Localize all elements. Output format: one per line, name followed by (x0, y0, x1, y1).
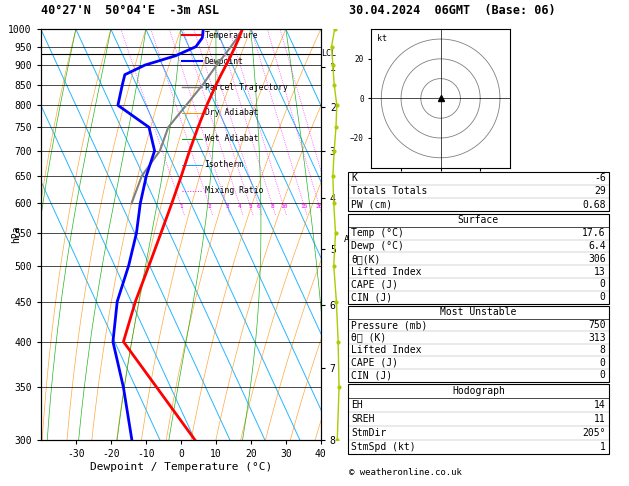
Text: 4: 4 (238, 204, 242, 209)
Text: 0: 0 (600, 292, 606, 302)
Text: θᴄ(K): θᴄ(K) (351, 254, 381, 264)
Text: kt: kt (377, 34, 387, 43)
Text: 2: 2 (208, 204, 211, 209)
Text: CAPE (J): CAPE (J) (351, 279, 398, 290)
Text: © weatheronline.co.uk: © weatheronline.co.uk (349, 468, 462, 477)
Text: Dewpoint: Dewpoint (204, 57, 243, 66)
Text: StmDir: StmDir (351, 428, 386, 438)
Text: CAPE (J): CAPE (J) (351, 358, 398, 368)
Text: Pressure (mb): Pressure (mb) (351, 320, 427, 330)
Text: K: K (351, 173, 357, 183)
Text: 750: 750 (588, 320, 606, 330)
Text: Totals Totals: Totals Totals (351, 187, 427, 196)
Text: Isotherm: Isotherm (204, 160, 243, 169)
Text: Wet Adiabat: Wet Adiabat (204, 134, 259, 143)
Text: 0: 0 (600, 370, 606, 380)
Text: 205°: 205° (582, 428, 606, 438)
Text: 306: 306 (588, 254, 606, 264)
Text: 14: 14 (594, 400, 606, 410)
Y-axis label: km
ASL: km ASL (344, 225, 360, 244)
Text: 6.4: 6.4 (588, 241, 606, 251)
Text: 6: 6 (257, 204, 260, 209)
Text: 17.6: 17.6 (582, 228, 606, 238)
Text: 0: 0 (600, 279, 606, 290)
Text: 313: 313 (588, 332, 606, 343)
Text: 30.04.2024  06GMT  (Base: 06): 30.04.2024 06GMT (Base: 06) (349, 4, 555, 17)
Text: 8: 8 (600, 345, 606, 355)
Text: 0.68: 0.68 (582, 200, 606, 210)
Text: PW (cm): PW (cm) (351, 200, 392, 210)
Text: 40°27'N  50°04'E  -3m ASL: 40°27'N 50°04'E -3m ASL (41, 4, 219, 17)
X-axis label: Dewpoint / Temperature (°C): Dewpoint / Temperature (°C) (90, 462, 272, 471)
Text: 11: 11 (594, 414, 606, 424)
Text: SREH: SREH (351, 414, 374, 424)
Text: 29: 29 (594, 187, 606, 196)
Text: 5: 5 (248, 204, 252, 209)
Text: Mixing Ratio: Mixing Ratio (204, 186, 263, 195)
Text: 0: 0 (600, 358, 606, 368)
Text: 10: 10 (280, 204, 287, 209)
Text: Temperature: Temperature (204, 31, 259, 40)
Text: 3: 3 (225, 204, 229, 209)
Text: Dry Adiabat: Dry Adiabat (204, 108, 259, 118)
Text: Surface: Surface (458, 215, 499, 226)
Text: 1: 1 (600, 442, 606, 452)
Text: 15: 15 (301, 204, 308, 209)
Text: Parcel Trajectory: Parcel Trajectory (204, 83, 287, 91)
Text: θᴄ (K): θᴄ (K) (351, 332, 386, 343)
Text: Temp (°C): Temp (°C) (351, 228, 404, 238)
Text: 20: 20 (316, 204, 323, 209)
Text: hPa: hPa (11, 226, 21, 243)
Text: -6: -6 (594, 173, 606, 183)
Text: Most Unstable: Most Unstable (440, 308, 516, 317)
Text: EH: EH (351, 400, 363, 410)
Text: Dewp (°C): Dewp (°C) (351, 241, 404, 251)
Text: 13: 13 (594, 267, 606, 277)
Text: Hodograph: Hodograph (452, 386, 505, 396)
Text: CIN (J): CIN (J) (351, 292, 392, 302)
Text: CIN (J): CIN (J) (351, 370, 392, 380)
Text: 1: 1 (179, 204, 183, 209)
Text: Lifted Index: Lifted Index (351, 267, 421, 277)
Text: 8: 8 (271, 204, 274, 209)
Text: Lifted Index: Lifted Index (351, 345, 421, 355)
Text: LCL: LCL (321, 50, 337, 58)
Text: StmSpd (kt): StmSpd (kt) (351, 442, 416, 452)
